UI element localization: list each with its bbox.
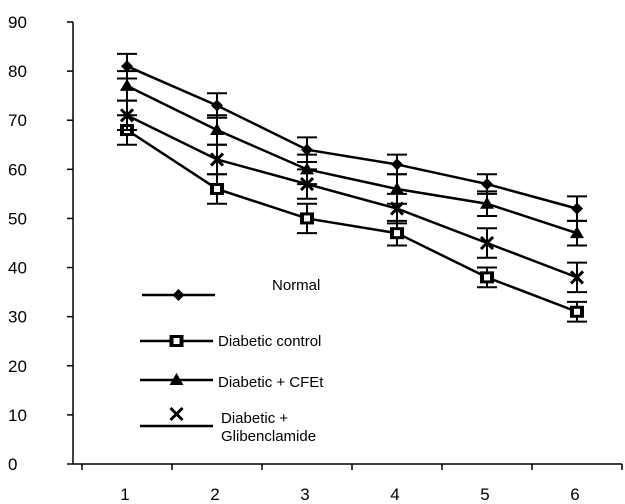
data-point [390,227,404,240]
square-marker-inner [214,185,220,192]
square-marker-inner [173,338,180,344]
x-marker-stroke [169,406,184,422]
series-line [126,65,578,210]
data-point [571,202,583,215]
triangle-marker [390,181,404,194]
y-tick-label: 80 [8,62,27,81]
square-marker-inner [304,215,310,222]
triangle-marker [480,196,494,209]
series-line [126,128,578,313]
x-marker-stroke [569,270,585,285]
legend-marker [169,406,184,422]
legend-label: Glibenclamide [221,428,316,445]
y-tick-label: 40 [8,259,27,278]
x-marker-stroke [389,201,405,216]
legend-label: Diabetic + CFEt [218,374,324,391]
y-tick-label: 70 [8,111,27,130]
y-tick-label: 20 [8,357,27,376]
diamond-marker [211,99,223,112]
x-axis-ticks: 1 2 3 4 5 6 [81,464,623,504]
legend-label: Diabetic control [218,333,321,350]
y-axis-ticks: 0 10 20 30 40 50 60 70 80 90 [8,13,73,474]
data-point [570,226,584,239]
triangle-marker [169,373,184,385]
data-point [480,196,494,209]
x-tick-label: 1 [120,485,129,504]
legend-marker [169,335,184,347]
x-tick-label: 5 [480,485,489,504]
diamond-marker [301,143,313,156]
y-tick-label: 60 [8,160,27,179]
x-marker-stroke [209,152,225,167]
y-tick-label: 0 [8,455,17,474]
x-tick-label: 6 [570,485,579,504]
series-group [117,52,587,323]
data-point [300,212,314,225]
square-marker-inner [394,230,400,237]
diamond-marker [571,202,583,215]
x-marker-stroke [299,177,315,192]
x-tick-label: 3 [300,485,309,504]
legend-item: Diabetic +Glibenclamide [140,406,316,445]
data-point [209,152,225,167]
legend-label: Normal [272,277,320,294]
triangle-marker [570,226,584,239]
legend: Normal Diabetic control Diabetic + CFEt Dia… [140,277,324,445]
data-point [481,178,493,191]
data-point [479,235,495,251]
legend-item: Normal [142,277,320,301]
data-point [390,181,404,194]
data-point [299,177,315,192]
legend-item: Diabetic control [140,333,321,350]
diamond-marker [391,158,403,171]
data-point [210,182,224,195]
series-line [126,84,578,235]
data-point [389,201,405,216]
triangle-marker [210,123,224,136]
data-point [119,108,135,123]
data-point [391,158,403,171]
data-point [210,123,224,136]
y-tick-label: 30 [8,308,27,327]
data-point [120,78,134,91]
y-tick-label: 50 [8,209,27,228]
legend-marker [169,373,184,385]
data-point [121,60,133,73]
diamond-marker [121,60,133,73]
data-point [570,305,584,318]
x-tick-label: 4 [390,485,399,504]
x-marker-stroke [479,235,495,251]
diamond-marker [481,178,493,191]
data-point [211,99,223,112]
data-point [480,271,494,284]
legend-item: Diabetic + CFEt [140,373,324,391]
data-point [301,143,313,156]
y-tick-label: 90 [8,13,27,32]
legend-marker [172,289,185,301]
y-tick-label: 10 [8,406,27,425]
x-marker-stroke [119,108,135,123]
legend-label: Diabetic + [221,410,288,427]
data-point [569,270,585,285]
axes [72,22,622,465]
series-diabetic-glibenclamide [117,99,587,294]
triangle-marker [120,78,134,91]
square-marker-inner [484,274,490,281]
series-line [126,114,578,279]
square-marker-inner [574,308,580,315]
x-tick-label: 2 [210,485,219,504]
diamond-marker [172,289,185,301]
